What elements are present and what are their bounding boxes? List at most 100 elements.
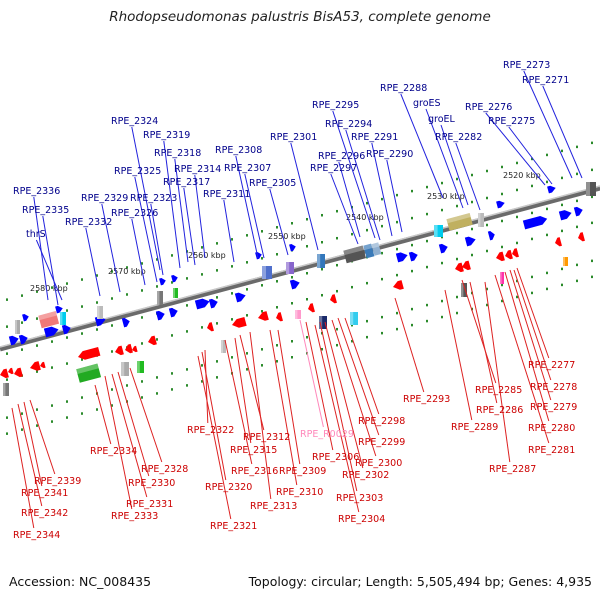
tick-dot [156,392,158,395]
gene-label: RPE_2278 [530,382,577,393]
forward-gene-arrow-shape [522,215,548,230]
tick-dot [411,323,413,327]
forward-gene-arrow-small-shape [171,274,178,283]
reverse-gene-arrow-shape [78,346,101,360]
tick-dot [186,277,188,280]
tick-dot [231,292,233,295]
tick-dot [351,339,353,343]
gene-bar-gray [97,306,103,319]
tick-dot [111,324,113,327]
gene-bar-gray-shine [15,320,17,334]
tick-dots [6,141,593,435]
gene-label: RPE_2280 [528,423,575,434]
tick-dot [546,180,548,184]
leader-line [494,274,550,444]
forward-gene-arrow-small [547,185,556,194]
reverse-gene-arrow-shape [505,249,513,260]
gene-bar-cyan-shine [434,225,438,237]
tick-dot [6,378,8,381]
topology-text: Topology: circular; Length: 5,505,494 bp… [248,574,592,589]
gene-box-green-shine [76,363,99,374]
tick-dot [381,224,383,228]
reverse-gene-arrow-shape [258,311,269,321]
tick-dot [66,309,68,312]
gene-label: RPE_2308 [215,145,262,156]
tick-dot [96,301,98,304]
gene-features [0,182,596,396]
gene-label: RPE_2288 [380,83,427,94]
tick-dot [336,327,338,331]
leader-line [197,355,232,520]
gene-label: RPE_2313 [250,501,297,512]
reverse-gene-arrow-shape [393,280,404,290]
tick-dot [216,242,218,245]
forward-gene-arrow [408,251,418,262]
forward-gene-arrow [464,236,476,247]
tick-dot [591,141,593,145]
tick-dot [306,217,308,221]
tick-dot [21,294,23,297]
tick-dot [381,251,383,255]
reverse-gene-arrow-shape [14,367,23,378]
leader-line [17,403,43,507]
tick-dot [81,358,83,361]
leader-line [290,142,319,251]
tick-dot [591,195,593,199]
tick-dot [411,307,413,311]
gene-bar-gray [221,340,226,353]
tick-dot [21,412,23,415]
leader-line [331,319,377,457]
tick-dot [306,271,308,275]
gene-bar-purple [286,262,294,274]
gene-bar-darkgray-shine [586,182,590,196]
tick-dot [396,327,398,331]
tick-dot [351,232,353,236]
leader-line [33,196,49,301]
gene-bar-gray [15,320,20,334]
tick-dot [516,188,518,192]
tick-dot [36,290,38,293]
forward-gene-arrow [487,231,495,241]
tick-dot [6,298,8,301]
forward-gene-arrow-shape [43,326,59,338]
forward-gene-arrow [289,279,300,290]
gene-label: RPE_2334 [90,446,137,457]
gene-label: RPE_2271 [522,75,569,86]
gene-label: RPE_2318 [154,148,201,159]
gene-label: RPE_2325 [114,166,161,177]
tick-dot [6,325,8,328]
leader-line [337,317,380,436]
tick-dot [441,181,443,185]
tick-dot [561,176,563,180]
tick-dot [501,245,503,249]
tick-dot [51,366,53,369]
reverse-gene-arrow-shape [115,345,124,356]
tick-dot [486,249,488,253]
tick-dot [591,259,593,263]
tick-dot [441,208,443,212]
reverse-gene-arrow [78,346,101,360]
gene-bar-gray-shine [97,306,100,319]
forward-gene-arrow [522,215,548,230]
tick-dot [6,432,8,435]
tick-dot [276,226,278,229]
tick-dot [66,336,68,339]
gene-label: groES [413,98,441,109]
leader-line [444,289,473,421]
leader-line [111,373,148,498]
leader-line [440,124,469,206]
leader-line [129,367,163,463]
gene-bar-magenta-shine [500,272,502,284]
forward-gene-arrow-shape [61,324,71,335]
gene-label: RPE_2298 [358,416,405,427]
forward-gene-arrow-shape [558,210,572,221]
tick-dot [276,344,278,347]
forward-gene-arrow-shape [395,252,408,263]
reverse-gene-arrow-shape [30,361,41,371]
gene-label: RPE_2315 [230,445,277,456]
tick-dot [36,424,38,427]
tick-dot [36,344,38,347]
tick-dot [186,330,188,333]
leader-line [469,281,498,404]
tick-dot [576,199,578,203]
